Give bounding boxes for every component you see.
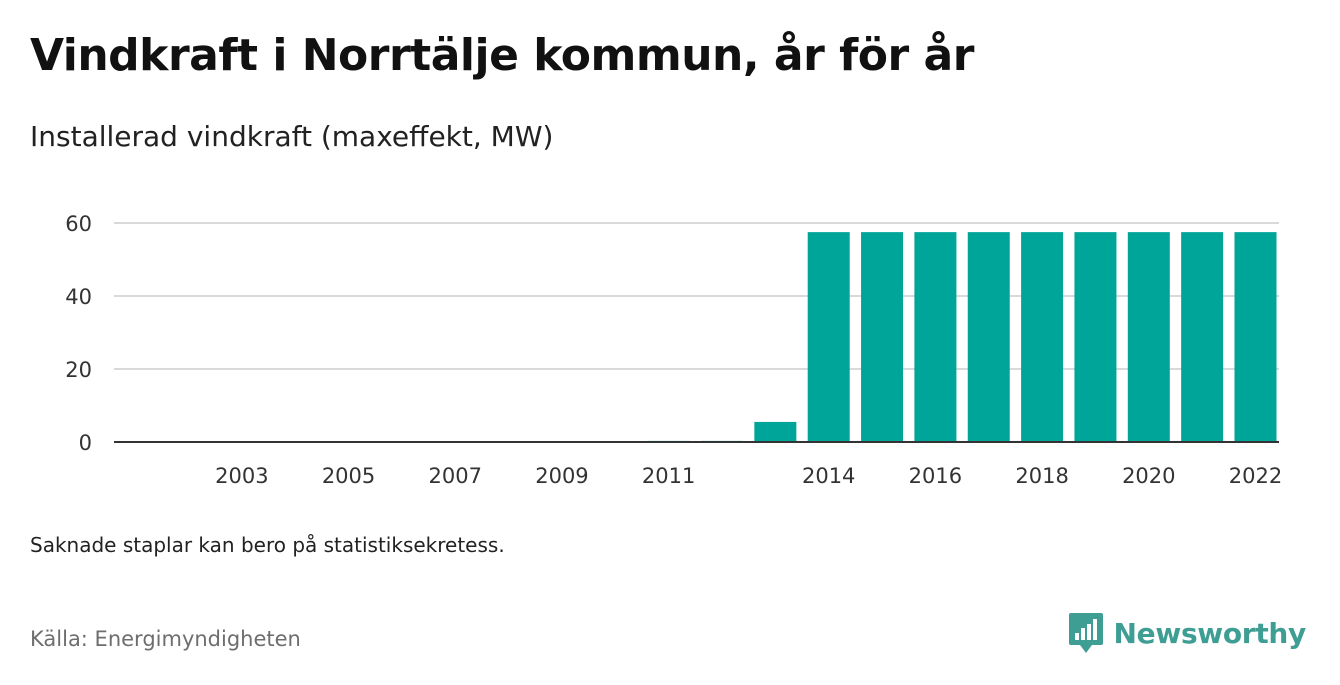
bar-2013	[754, 421, 797, 442]
bar-2016	[914, 232, 957, 442]
bar-2021	[1181, 232, 1224, 442]
y-tick-label: 40	[65, 285, 92, 309]
bar-2015	[861, 232, 904, 442]
bar-chart: 0 20 40 60 2003 2005 2007 2009 2011 2014 2016 2018…	[65, 212, 1282, 488]
x-tick-label: 2005	[322, 464, 375, 488]
x-tick-label: 2016	[909, 464, 962, 488]
source-label: Källa: Energimyndigheten	[30, 627, 301, 651]
x-tick-label: 2018	[1015, 464, 1068, 488]
brand-logo: Newsworthy	[1068, 611, 1306, 655]
newsworthy-logo-icon	[1068, 613, 1103, 653]
x-tick-label: 2007	[429, 464, 482, 488]
bar-2014	[807, 232, 850, 442]
y-tick-label: 0	[79, 431, 92, 455]
bar-2018	[1021, 232, 1064, 442]
y-axis-ticks: 0 20 40 60	[65, 212, 92, 455]
bar-2019	[1074, 232, 1117, 442]
bars	[647, 232, 1277, 442]
x-tick-label: 2009	[535, 464, 588, 488]
brand-name: Newsworthy	[1113, 616, 1307, 650]
chart-title: Vindkraft i Norrtälje kommun, år för år	[30, 30, 974, 81]
x-tick-label: 2003	[215, 464, 268, 488]
bar-2022	[1234, 232, 1277, 442]
y-tick-label: 20	[65, 358, 92, 382]
footnote: Saknade staplar kan bero på statistiksek…	[30, 533, 505, 557]
x-tick-label: 2011	[642, 464, 695, 488]
x-tick-label: 2014	[802, 464, 855, 488]
chart-subtitle: Installerad vindkraft (maxeffekt, MW)	[30, 120, 554, 153]
bar-2017	[967, 232, 1010, 442]
bar-2020	[1127, 232, 1170, 442]
x-axis-ticks: 2003 2005 2007 2009 2011 2014 2016 2018 2020 2022	[215, 464, 1282, 488]
y-tick-label: 60	[65, 212, 92, 236]
x-tick-label: 2020	[1122, 464, 1175, 488]
x-tick-label: 2022	[1229, 464, 1282, 488]
